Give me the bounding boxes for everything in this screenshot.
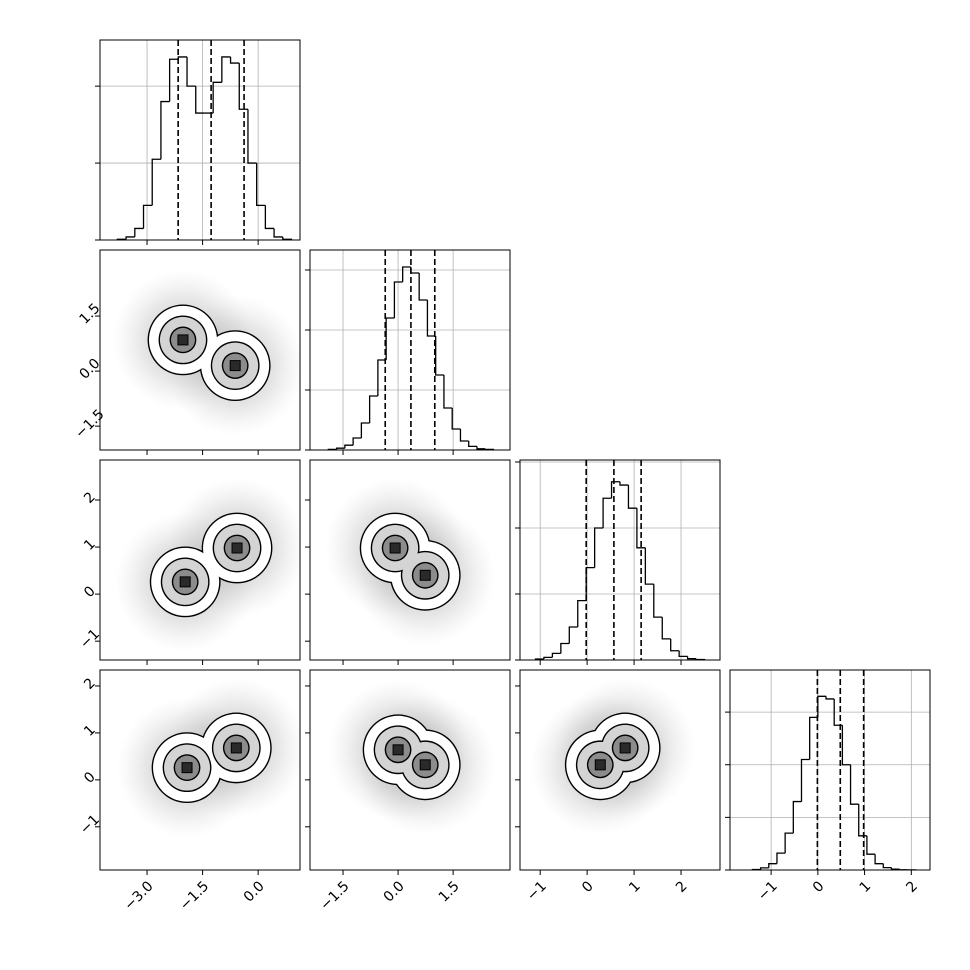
histogram-bin [344,444,354,449]
panel [117,677,300,838]
histogram-bin [443,374,453,409]
histogram-bin [352,437,362,446]
histogram-bin [792,800,802,834]
histogram-bin [636,508,646,549]
histogram-bin [825,696,835,700]
histogram-bin [451,407,461,430]
panel [112,269,300,436]
histogram-bin [768,863,777,868]
histogram-bin [759,867,769,870]
panel-frame [309,249,511,451]
density-peak [229,360,241,372]
histogram-bin [809,716,818,760]
histogram-bin [661,617,671,640]
histogram-bin [776,852,786,864]
panel-frame [519,459,721,661]
histogram-bin [619,481,629,486]
histogram-bin [686,656,697,660]
histogram-bin [476,446,486,450]
histogram-bin [543,656,553,660]
density-peak [419,569,431,581]
histogram-bin [393,281,403,318]
density-peak [389,542,401,554]
histogram-bin [221,56,231,83]
histogram-bin [142,204,153,229]
histogram-bin [238,63,248,110]
histogram-bin [134,227,144,237]
density-peak [230,742,242,754]
histogram-bin [459,428,469,442]
histogram-bin [866,835,876,855]
histogram-bin [360,422,370,438]
histogram-bin [368,395,378,423]
density-peak [181,762,193,774]
histogram-bin [418,272,428,301]
histogram-bin [678,650,688,658]
histogram-bin [273,228,283,238]
histogram-bin [385,317,395,360]
histogram-bin [593,527,604,568]
histogram-bin [800,758,810,802]
histogram-bin [784,832,794,854]
panel-frame [309,459,511,661]
histogram-bin [426,299,436,337]
histogram-bin [874,854,884,865]
density-peak [619,742,631,754]
panel [325,478,496,646]
panel-frame [99,669,301,871]
panel [100,40,300,240]
histogram-bin [849,764,859,805]
histogram-bin [577,599,587,627]
histogram-bin [168,58,179,102]
panel [520,460,720,660]
panel-frame [519,669,721,871]
histogram-bin [551,652,561,658]
panel [115,478,300,652]
histogram-bin [653,584,663,618]
density-peak [419,759,431,771]
histogram-bin [890,867,900,870]
histogram-bin [568,626,578,644]
panel-frame [99,39,301,241]
histogram-bin [195,86,205,114]
density-peak [179,576,191,588]
histogram-bin [627,485,637,509]
density-peak [594,759,606,771]
histogram-bin [151,158,161,206]
histogram-bin [402,266,411,282]
histogram-bin [264,205,275,230]
panel-frame [309,669,511,871]
histogram-bin [229,56,240,64]
histogram-bin [602,497,612,528]
density-peak [177,334,189,346]
histogram-bin [435,335,444,376]
panel [730,670,930,870]
histogram-bin [560,642,570,654]
panel-frame [729,669,931,871]
histogram-bin [247,109,257,164]
histogram-bin [160,100,170,160]
histogram-bin [610,481,620,499]
density-peak [231,542,243,554]
histogram-bin [212,81,222,114]
density-peak [392,744,404,756]
histogram-bin [125,236,135,240]
panel-frame [99,459,301,661]
panel [328,679,496,835]
histogram-bin [377,359,387,396]
histogram-bin [644,547,654,585]
histogram-bin [335,447,345,450]
panel [530,677,696,835]
histogram-bin [841,725,851,766]
histogram-bin [670,638,680,652]
panel-frame [99,249,301,451]
histogram-bin [882,863,892,869]
histogram-bin [256,163,266,207]
histogram-bin [468,440,477,448]
histogram-bin [186,56,196,87]
